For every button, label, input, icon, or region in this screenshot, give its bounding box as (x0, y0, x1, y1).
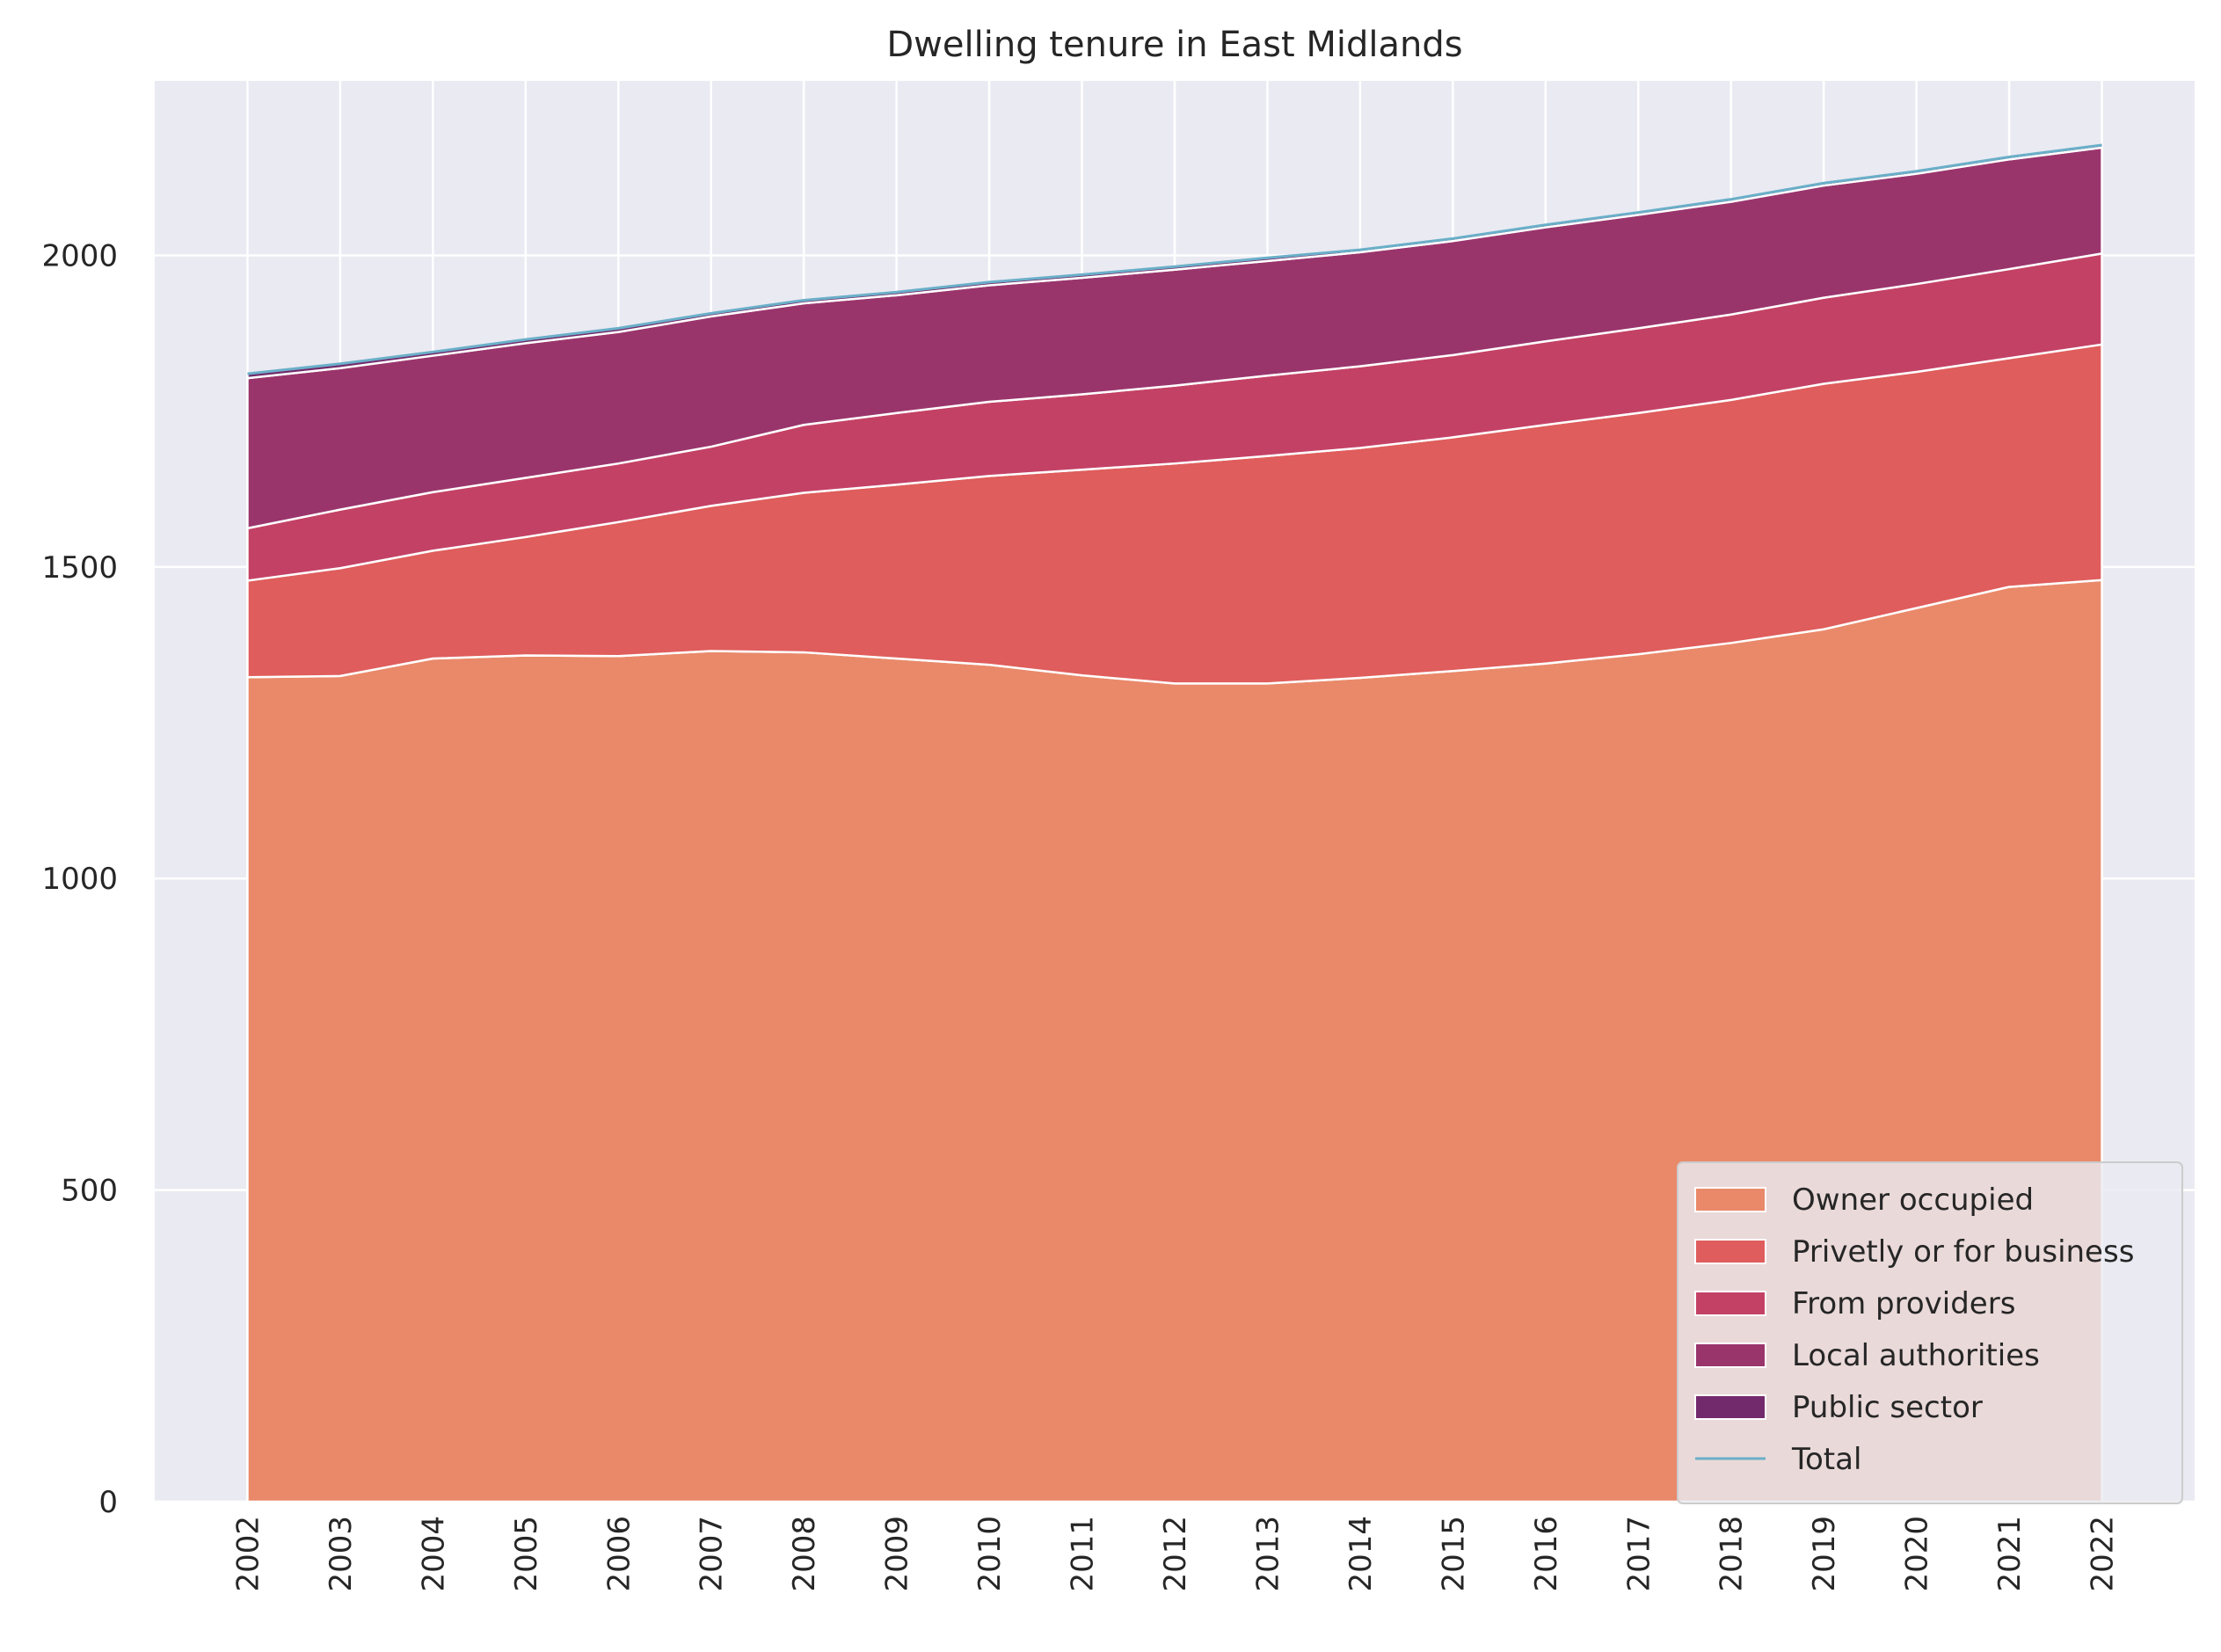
x-tick-label: 2019 (1807, 1516, 1842, 1592)
x-tick-label: 2012 (1158, 1516, 1193, 1592)
y-tick-label: 1500 (41, 550, 118, 586)
legend-label-from-providers: From providers (1792, 1286, 2015, 1321)
x-tick-label: 2015 (1436, 1516, 1471, 1592)
legend-swatch-public-sector (1694, 1394, 1766, 1420)
x-tick-label: 2022 (2086, 1516, 2121, 1592)
chart-title: Dwelling tenure in East Midlands (886, 25, 1462, 65)
x-tick-label: 2009 (880, 1516, 915, 1592)
y-tick-label: 500 (61, 1174, 118, 1209)
legend-swatch-local-authorities (1694, 1343, 1766, 1368)
x-tick-label: 2021 (1992, 1516, 2028, 1592)
legend-label-total: Total (1791, 1442, 1861, 1477)
x-tick-label: 2020 (1900, 1516, 1935, 1592)
legend-box (1677, 1161, 2183, 1504)
stacked-areas (246, 143, 2103, 1503)
x-tick-label: 2004 (416, 1516, 451, 1592)
y-tick-label: 2000 (41, 238, 118, 273)
x-tick-label: 2005 (509, 1516, 544, 1592)
total-line-layer (247, 143, 2102, 375)
x-tick-label: 2008 (787, 1516, 822, 1592)
x-tick-label: 2002 (230, 1516, 266, 1592)
x-tick-label: 2017 (1621, 1516, 1657, 1592)
x-tick-label: 2007 (695, 1516, 730, 1592)
legend-swatch-privetly-or-for-business (1694, 1239, 1766, 1264)
legend-label-privetly-or-for-business: Privetly or for business (1792, 1234, 2134, 1270)
legend-swatch-from-providers (1694, 1291, 1766, 1316)
legend-label-public-sector: Public sector (1792, 1390, 1983, 1425)
x-tick-label: 2016 (1529, 1516, 1564, 1592)
x-tick-label: 2014 (1344, 1516, 1379, 1592)
legend-label-local-authorities: Local authorities (1792, 1338, 2040, 1373)
total-line (247, 143, 2102, 375)
x-tick-label: 2003 (324, 1516, 359, 1592)
x-tick-label: 2013 (1250, 1516, 1285, 1592)
y-tick-label: 0 (98, 1485, 118, 1520)
x-tick-label: 2018 (1715, 1516, 1750, 1592)
x-tick-label: 2006 (601, 1516, 637, 1592)
legend: Owner occupied Privetly or for business Fr… (1677, 1161, 2183, 1504)
y-tick-label: 1000 (41, 862, 118, 897)
legend-swatch-owner-occupied (1694, 1187, 1766, 1212)
x-tick-label: 2011 (1066, 1516, 1101, 1592)
y-axis-ticks: 0 500 1000 1500 2000 (41, 238, 118, 1520)
legend-label-owner-occupied: Owner occupied (1792, 1183, 2034, 1218)
x-tick-label: 2010 (972, 1516, 1008, 1592)
x-axis-ticks: 2002 2003 2004 2005 2006 2007 2008 2009 2010 2011… (230, 1516, 2120, 1592)
